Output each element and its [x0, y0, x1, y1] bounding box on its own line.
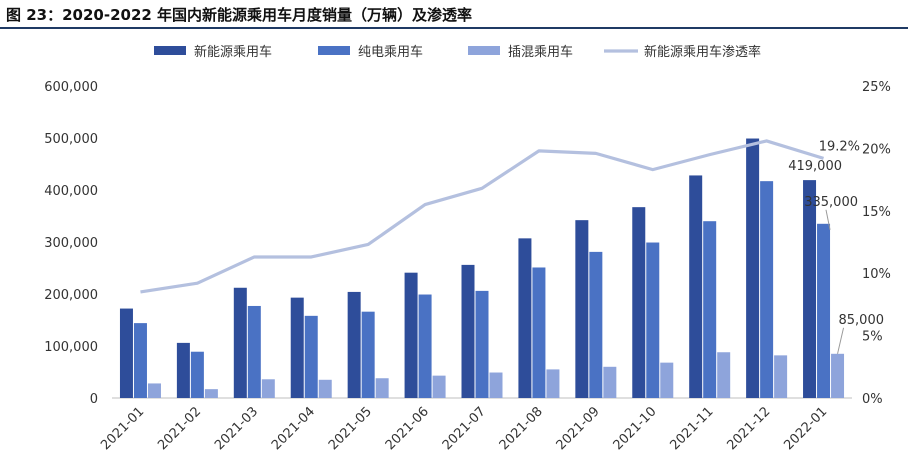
penetration-line: [140, 139, 825, 294]
bar-bev: [304, 315, 318, 398]
bar-nev: [119, 308, 133, 398]
bar-phev: [660, 362, 674, 398]
x-tick-label: 2021-05: [326, 404, 375, 453]
bar-nev: [461, 264, 475, 398]
y-right-tick-label: 0%: [862, 392, 883, 407]
bar-phev: [774, 355, 788, 398]
bar-bev: [418, 294, 432, 398]
annotation-nev: 419,000: [788, 159, 842, 174]
bar-bev: [475, 290, 489, 398]
bar-nev: [290, 297, 304, 398]
y-right-tick-label: 20%: [862, 142, 891, 157]
legend-swatch: [318, 46, 350, 55]
x-tick-label: 2021-01: [98, 404, 147, 453]
bar-bev: [361, 311, 375, 398]
bar-bev: [133, 323, 147, 398]
bar-bev: [646, 242, 660, 398]
bar-phev: [432, 375, 446, 398]
bar-nev: [404, 272, 418, 398]
bar-phev: [603, 366, 617, 398]
bar-nev: [347, 291, 361, 398]
legend-swatch: [154, 46, 186, 55]
annotation-penetration: 19.2%: [819, 139, 860, 154]
bar-nev: [518, 238, 532, 398]
x-tick-label: 2021-09: [554, 404, 603, 453]
y-right-tick-label: 10%: [862, 267, 891, 282]
bar-nev: [575, 220, 589, 398]
bar-phev: [318, 379, 332, 398]
bar-bev: [760, 181, 774, 398]
annotation-bev: 335,000: [804, 195, 858, 210]
x-tick-label: 2021-10: [611, 404, 660, 453]
legend-label: 新能源乘用车: [194, 44, 272, 60]
bar-bev: [247, 305, 261, 398]
bar-phev: [261, 379, 275, 398]
x-tick-label: 2021-06: [383, 404, 432, 453]
legend-label: 新能源乘用车渗透率: [644, 44, 761, 60]
y-right-tick-label: 25%: [862, 80, 891, 95]
x-tick-label: 2021-08: [497, 404, 546, 453]
y-left-tick-label: 500,000: [44, 132, 98, 147]
bar-phev: [546, 369, 560, 398]
bar-phev: [375, 378, 389, 398]
x-tick-label: 2021-07: [440, 404, 489, 453]
legend-swatch: [468, 46, 500, 55]
legend-label: 插混乘用车: [508, 44, 573, 60]
bar-nev: [746, 138, 760, 398]
annotation-leader-bev: [825, 209, 831, 230]
annotation-leader-phev: [837, 327, 845, 354]
bar-phev: [489, 372, 503, 398]
annotation-phev: 85,000: [839, 313, 885, 328]
bar-bev: [589, 251, 603, 398]
bar-bev: [532, 267, 546, 398]
x-tick-label: 2021-12: [724, 404, 773, 453]
figure-title: 图 23：2020-2022 年国内新能源乘用车月度销量（万辆）及渗透率: [6, 6, 473, 24]
x-tick-label: 2021-11: [667, 404, 716, 453]
y-left-tick-label: 200,000: [44, 288, 98, 303]
bar-phev: [831, 353, 845, 398]
bar-phev: [147, 383, 161, 398]
y-left-tick-label: 600,000: [44, 80, 98, 95]
x-tick-label: 2021-04: [269, 404, 318, 453]
legend-label: 纯电乘用车: [358, 44, 423, 60]
y-right-tick-label: 5%: [862, 330, 883, 345]
bar-bev: [703, 221, 717, 398]
bar-nev: [233, 287, 247, 398]
y-left-tick-label: 100,000: [44, 340, 98, 355]
y-left-tick-label: 300,000: [44, 236, 98, 251]
x-tick-label: 2021-02: [155, 404, 204, 453]
y-right-tick-label: 15%: [862, 205, 891, 220]
x-tick-label: 2021-03: [212, 404, 261, 453]
y-left-tick-label: 0: [90, 392, 98, 407]
bar-nev: [632, 207, 646, 398]
title-divider: [0, 27, 908, 29]
y-left-tick-label: 400,000: [44, 184, 98, 199]
bar-nev: [803, 180, 817, 398]
bar-nev: [689, 175, 703, 398]
bar-bev: [817, 223, 831, 398]
bar-phev: [717, 352, 731, 398]
bar-nev: [176, 342, 190, 398]
x-tick-label: 2022-01: [781, 404, 830, 453]
bar-phev: [204, 389, 218, 398]
bar-bev: [190, 351, 204, 398]
